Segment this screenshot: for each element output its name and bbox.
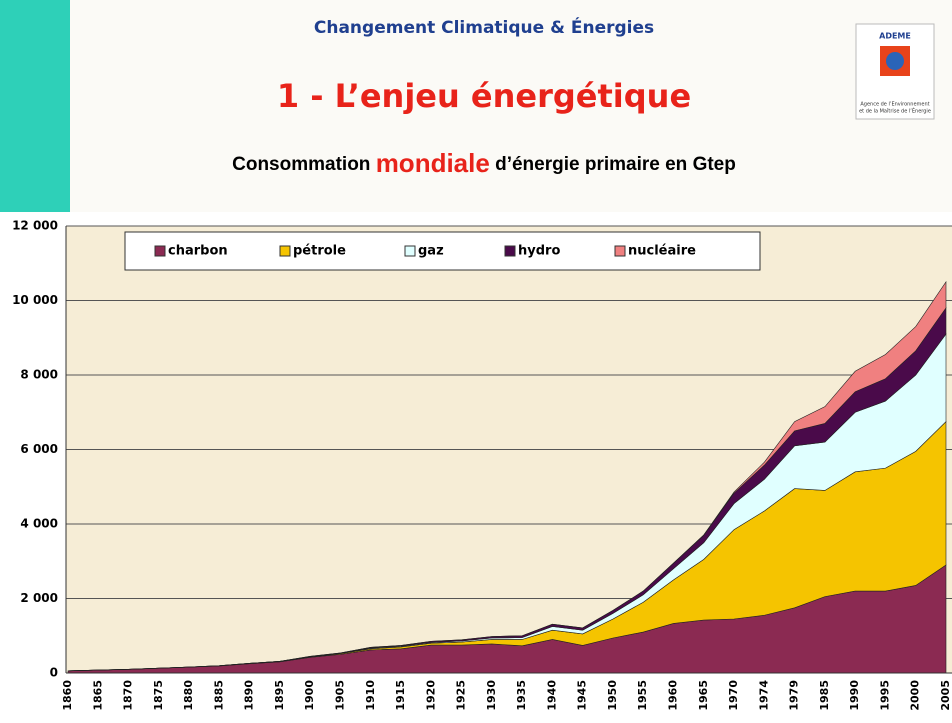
slide: Changement Climatique & Énergies 1 - L’e… xyxy=(0,0,952,723)
page: Changement Climatique & Énergies 1 - L’e… xyxy=(0,0,952,723)
legend-label: gaz xyxy=(418,244,444,259)
legend-swatch xyxy=(615,246,625,256)
logo-globe xyxy=(886,52,904,70)
x-tick-label: 1965 xyxy=(697,680,710,711)
x-tick-label: 1950 xyxy=(606,680,619,711)
topic: Changement Climatique & Énergies xyxy=(314,16,654,38)
logo-caption: Agence de l’Environnement xyxy=(860,102,929,108)
x-tick-label: 1905 xyxy=(333,680,346,711)
x-tick-label: 1970 xyxy=(727,680,740,711)
x-tick-label: 1860 xyxy=(61,680,74,711)
x-tick-label: 1890 xyxy=(243,680,256,711)
legend-swatch xyxy=(280,246,290,256)
y-tick-label: 0 xyxy=(50,666,58,680)
y-tick-label: 8 000 xyxy=(20,368,58,382)
legend-label: nucléaire xyxy=(628,244,696,259)
y-tick-label: 12 000 xyxy=(12,219,58,233)
x-tick-label: 1870 xyxy=(122,680,135,711)
title: 1 - L’enjeu énergétique xyxy=(277,77,691,115)
x-tick-label: 1925 xyxy=(455,680,468,711)
x-tick-label: 1940 xyxy=(545,680,558,711)
legend-label: pétrole xyxy=(293,244,346,259)
x-tick-label: 1985 xyxy=(818,680,831,711)
logo: ADEME xyxy=(879,32,911,41)
y-tick-label: 6 000 xyxy=(20,442,58,456)
legend-label: hydro xyxy=(518,244,560,259)
side-band xyxy=(0,0,70,212)
legend-label: charbon xyxy=(168,244,228,259)
y-tick-label: 2 000 xyxy=(20,591,58,605)
subtitle-highlight: mondiale xyxy=(376,148,490,178)
x-tick-label: 1960 xyxy=(667,680,680,711)
x-tick-label: 2000 xyxy=(909,680,922,711)
y-tick-label: 4 000 xyxy=(20,517,58,531)
x-tick-label: 1955 xyxy=(636,680,649,711)
x-tick-label: 1974 xyxy=(757,680,770,711)
subtitle-start: Consommation xyxy=(232,154,370,175)
x-tick-label: 1995 xyxy=(878,680,891,711)
x-tick-label: 1895 xyxy=(273,680,286,711)
x-tick-label: 1979 xyxy=(788,680,801,711)
legend: charbon pétrole gaz hydro nucléaire xyxy=(125,232,760,270)
subtitle-end: d’énergie primaire en Gtep xyxy=(495,154,736,175)
legend-swatch xyxy=(505,246,515,256)
x-tick-label: 1865 xyxy=(91,680,104,711)
x-tick-label: 1920 xyxy=(424,680,437,711)
x-tick-label: 1945 xyxy=(576,680,589,711)
x-tick-label: 1885 xyxy=(212,680,225,711)
y-tick-label: 10 000 xyxy=(12,293,58,307)
legend-swatch xyxy=(405,246,415,256)
logo-caption: et de la Maîtrise de l’Énergie xyxy=(859,107,931,115)
x-tick-label: 1910 xyxy=(364,680,377,711)
x-tick-label: 1915 xyxy=(394,680,407,711)
x-tick-label: 1930 xyxy=(485,680,498,711)
x-tick-label: 1935 xyxy=(515,680,528,711)
x-tick-label: 1900 xyxy=(303,680,316,711)
x-tick-label: 1990 xyxy=(848,680,861,711)
legend-swatch xyxy=(155,246,165,256)
x-tick-label: 1880 xyxy=(182,680,195,711)
x-tick-label: 2005 xyxy=(939,680,952,711)
x-tick-label: 1875 xyxy=(152,680,165,711)
